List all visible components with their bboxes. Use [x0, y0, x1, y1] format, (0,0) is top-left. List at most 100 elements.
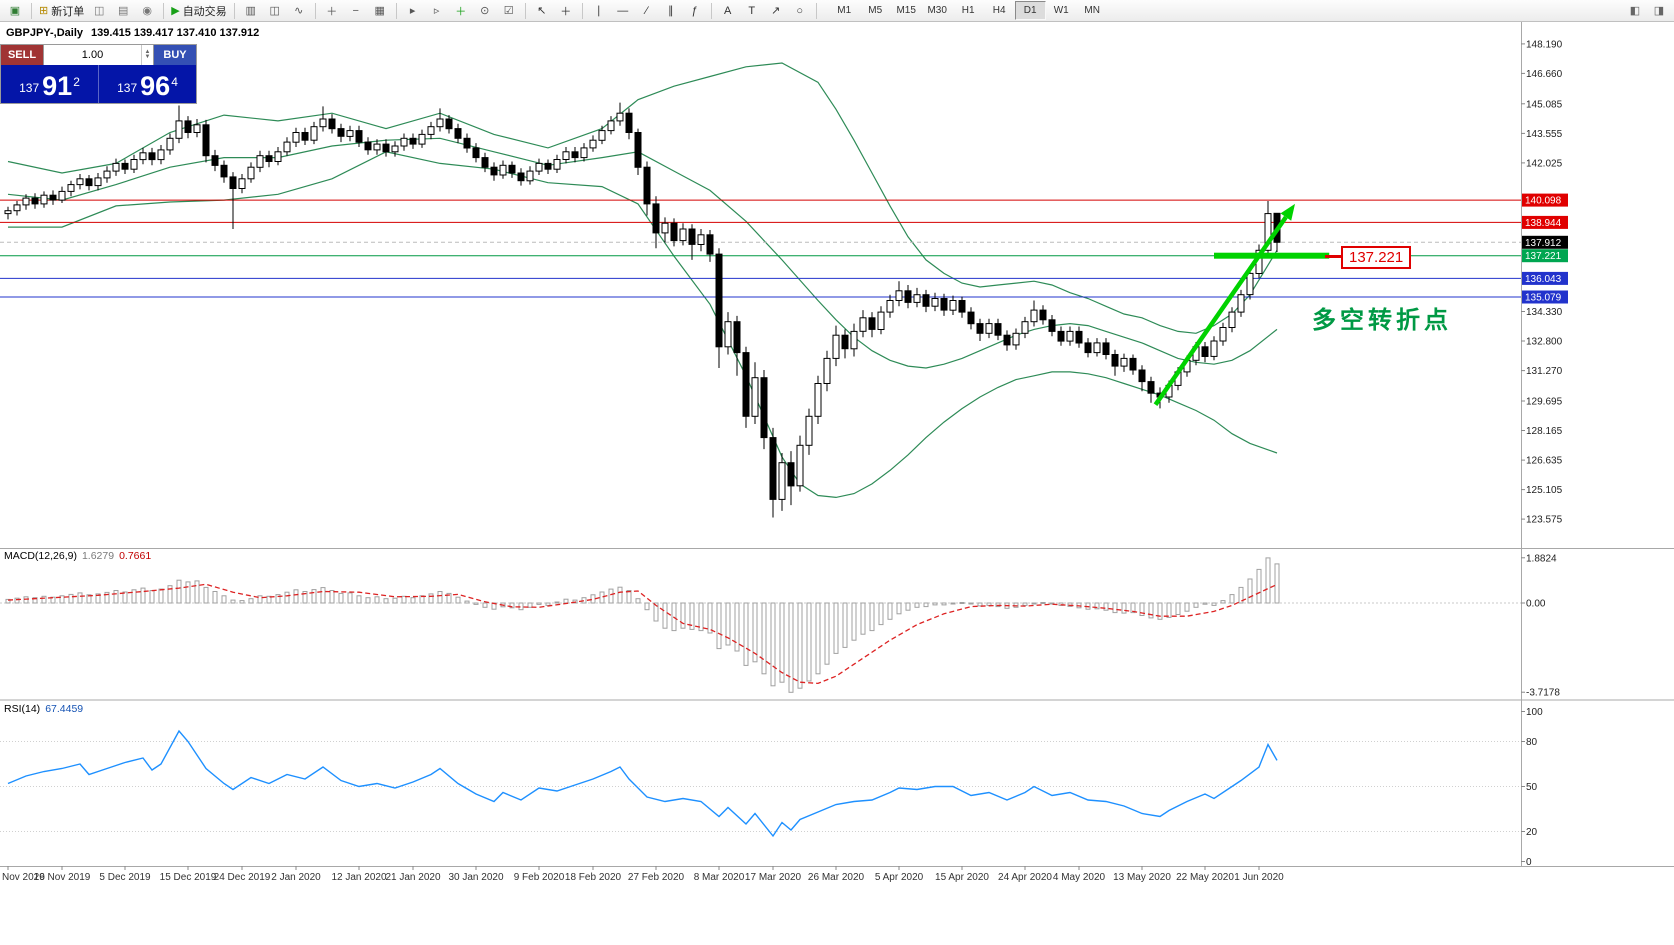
macd-bar	[131, 589, 137, 604]
macd-bar	[1229, 594, 1235, 604]
timeframe-m15[interactable]: M15	[896, 5, 916, 16]
macd-bar	[689, 602, 695, 630]
text-tool-icon[interactable]: A	[716, 1, 740, 21]
timeframe-m30[interactable]: M30	[927, 5, 947, 16]
profiles-icon[interactable]: ▤	[111, 1, 135, 21]
candle-body	[85, 178, 93, 187]
auto-scroll-icon[interactable]: ▸	[401, 1, 425, 21]
macd-bar	[707, 602, 713, 634]
vertical-line-icon: ∣	[595, 5, 602, 17]
horizontal-line-icon[interactable]: —	[611, 1, 635, 21]
candle-body	[1228, 311, 1236, 329]
bar-chart-icon[interactable]: ▥	[239, 1, 263, 21]
chart-window-icon[interactable]: ◫	[87, 1, 111, 21]
templates-icon[interactable]: ☑	[497, 1, 521, 21]
volume-spinner[interactable]: ▲ ▼	[141, 45, 153, 65]
crosshair-icon[interactable]: ＋	[554, 1, 578, 21]
candle-body	[76, 178, 84, 186]
window-split-right-icon[interactable]: ◨	[1653, 5, 1665, 17]
line-chart-icon[interactable]: ∿	[287, 1, 311, 21]
price-callout-box[interactable]: 137.221	[1341, 246, 1412, 269]
macd-bar	[239, 600, 245, 604]
macd-bar	[1130, 602, 1136, 614]
vertical-line-icon[interactable]: ∣	[587, 1, 611, 21]
candle-body	[931, 298, 939, 307]
period-icon[interactable]: ⊙	[473, 1, 497, 21]
timeframe-m5[interactable]: M5	[868, 5, 883, 16]
time-tick-label: 21 Jan 2020	[385, 872, 440, 883]
macd-bar	[104, 591, 110, 604]
price-tag-label: 138.944	[1525, 218, 1562, 229]
sell-button[interactable]: SELL	[1, 45, 43, 65]
trend-arrow-shaft[interactable]	[1153, 215, 1288, 406]
candle-body	[967, 311, 975, 325]
candle-body	[166, 137, 174, 151]
zoom-in-icon[interactable]: ＋	[320, 1, 344, 21]
sell-price-display[interactable]: 137 91 2	[1, 65, 99, 103]
turning-point-annotation[interactable]: 多空转折点	[1312, 307, 1452, 334]
new-order-button[interactable]: ⊞ 新订单	[36, 1, 87, 21]
alerts-icon[interactable]: ◉	[135, 1, 159, 21]
timeframe-w1[interactable]: W1	[1053, 5, 1069, 16]
auto-scroll-icon: ▸	[409, 5, 416, 17]
spinner-down-icon[interactable]: ▼	[144, 54, 151, 60]
drawn-objects[interactable]	[1153, 203, 1330, 406]
buy-price-display[interactable]: 137 96 4	[99, 65, 196, 103]
macd-pane: 1.8824 0.00 -3.7178	[0, 553, 1560, 699]
timeframe-m1[interactable]: M1	[837, 5, 852, 16]
bollinger-lower	[8, 151, 1278, 499]
candle-body	[400, 137, 408, 147]
macd-bar	[806, 602, 812, 682]
time-tick-label: 30 Jan 2020	[448, 872, 503, 883]
chart-shift-icon[interactable]: ▹	[425, 1, 449, 21]
candle-body	[319, 118, 327, 128]
spinner-up-icon[interactable]: ▲	[144, 49, 151, 55]
macd-bar	[842, 602, 848, 648]
window-split-left-icon[interactable]: ◧	[1629, 5, 1641, 17]
toolbar-icon-groups: ▣ ⊞ 新订单 ◫ ▤ ◉ ▶ 自动交易 ▥ ◫ ∿ ＋ − ▦ ▸ ▹ ＋ ⊙ ☑ ↖ ＋ ∣ — ∕ ∥ ƒ A T ↗ ○	[3, 1, 812, 21]
zoom-out-icon[interactable]: −	[344, 1, 368, 21]
timeframe-h4[interactable]: H4	[992, 5, 1006, 16]
fibonacci-icon[interactable]: ƒ	[683, 1, 707, 21]
support-level-bar[interactable]	[1214, 252, 1330, 259]
timeframe-mn[interactable]: MN	[1084, 5, 1100, 16]
channel-icon[interactable]: ∥	[659, 1, 683, 21]
buy-button[interactable]: BUY	[154, 45, 196, 65]
trendline-icon[interactable]: ∕	[635, 1, 659, 21]
macd-bar	[5, 598, 11, 604]
macd-bar	[977, 602, 983, 607]
macd-indicator-label: MACD(12,26,9) 1.6279 0.7661	[4, 550, 151, 562]
candle-body	[841, 334, 849, 350]
volume-field[interactable]: 1.00 ▲ ▼	[43, 45, 154, 65]
time-tick-label: 8 Mar 2020	[694, 872, 745, 883]
shapes-tool-icon[interactable]: ○	[788, 1, 812, 21]
label-tool-icon[interactable]: T	[740, 1, 764, 21]
cursor-icon[interactable]: ↖	[530, 1, 554, 21]
candle-body	[1039, 309, 1047, 321]
macd-bar	[563, 598, 569, 604]
volume-value[interactable]: 1.00	[81, 49, 104, 61]
horizontal-lines[interactable]	[0, 199, 1521, 298]
terminal-icon[interactable]: ▣	[3, 1, 27, 21]
tile-windows-icon: ▦	[374, 5, 385, 17]
arrow-tool-icon[interactable]: ↗	[764, 1, 788, 21]
macd-bar	[437, 591, 443, 604]
macd-bar	[788, 602, 794, 693]
macd-bar	[32, 597, 38, 604]
candlestick-chart-icon[interactable]: ◫	[263, 1, 287, 21]
tile-windows-icon[interactable]: ▦	[368, 1, 392, 21]
macd-bar	[473, 602, 479, 605]
timeframe-h1[interactable]: H1	[961, 5, 975, 16]
macd-bar	[275, 594, 281, 604]
price-axis[interactable]: 148.190 146.660 145.085 143.555 142.025 134.3…	[1521, 39, 1568, 526]
trend-arrow-head[interactable]	[1280, 203, 1296, 221]
candle-body	[373, 143, 381, 151]
timeframe-d1[interactable]: D1	[1014, 1, 1046, 20]
indicators-icon[interactable]: ＋	[449, 1, 473, 21]
autotrading-button[interactable]: ▶ 自动交易	[168, 1, 229, 21]
macd-tick-label: -3.7178	[1526, 688, 1560, 699]
pane-separators[interactable]	[0, 22, 1674, 867]
macd-bar	[644, 602, 650, 611]
